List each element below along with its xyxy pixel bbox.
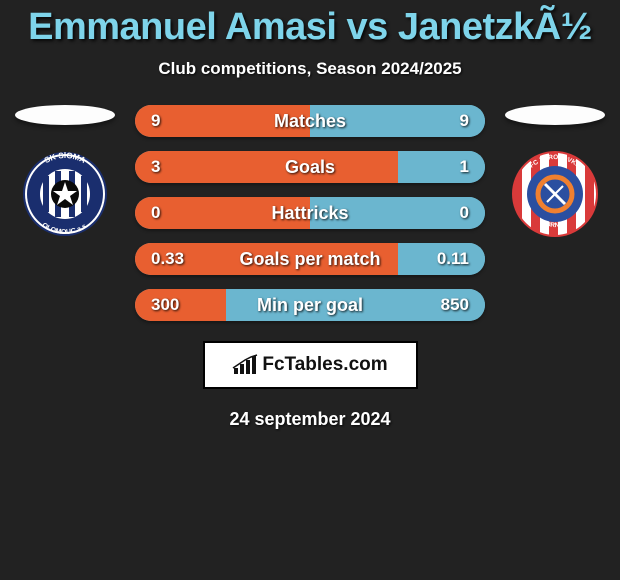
right-crest: FC ZBROJOVKA BRNO xyxy=(505,149,605,239)
stat-label: Goals xyxy=(135,157,485,178)
right-name-pill xyxy=(505,105,605,125)
stat-bar: 3Goals1 xyxy=(135,151,485,183)
infographic-container: Emmanuel Amasi vs JanetzkÃ½ Club competi… xyxy=(0,0,620,430)
brand-box: FcTables.com xyxy=(203,341,418,389)
left-player-col: SK SIGMA OLOMOUC a.s. xyxy=(15,105,115,239)
right-player-col: FC ZBROJOVKA BRNO xyxy=(505,105,605,239)
stat-bar: 9Matches9 xyxy=(135,105,485,137)
stat-label: Hattricks xyxy=(135,203,485,224)
stat-value-right: 850 xyxy=(441,295,469,315)
stat-bar: 0.33Goals per match0.11 xyxy=(135,243,485,275)
subtitle: Club competitions, Season 2024/2025 xyxy=(0,59,620,79)
left-crest: SK SIGMA OLOMOUC a.s. xyxy=(15,149,115,239)
stat-value-right: 0.11 xyxy=(437,249,469,269)
stat-value-right: 0 xyxy=(460,203,469,223)
chart-bars-icon xyxy=(232,354,258,376)
stat-label: Matches xyxy=(135,111,485,132)
left-crest-svg: SK SIGMA OLOMOUC a.s. xyxy=(15,149,115,239)
main-row: SK SIGMA OLOMOUC a.s. 9Matches9 3Goals1 0H… xyxy=(0,105,620,321)
right-crest-svg: FC ZBROJOVKA BRNO xyxy=(505,149,605,239)
stat-label: Goals per match xyxy=(135,249,485,270)
stat-label: Min per goal xyxy=(135,295,485,316)
page-title: Emmanuel Amasi vs JanetzkÃ½ xyxy=(0,6,620,49)
brand-text: FcTables.com xyxy=(262,354,387,376)
left-name-pill xyxy=(15,105,115,125)
stat-bar: 0Hattricks0 xyxy=(135,197,485,229)
stat-value-right: 1 xyxy=(460,157,469,177)
stat-bar: 300Min per goal850 xyxy=(135,289,485,321)
stat-value-right: 9 xyxy=(460,111,469,131)
date-line: 24 september 2024 xyxy=(0,409,620,430)
stats-column: 9Matches9 3Goals1 0Hattricks0 0.33Goals per… xyxy=(135,105,485,321)
